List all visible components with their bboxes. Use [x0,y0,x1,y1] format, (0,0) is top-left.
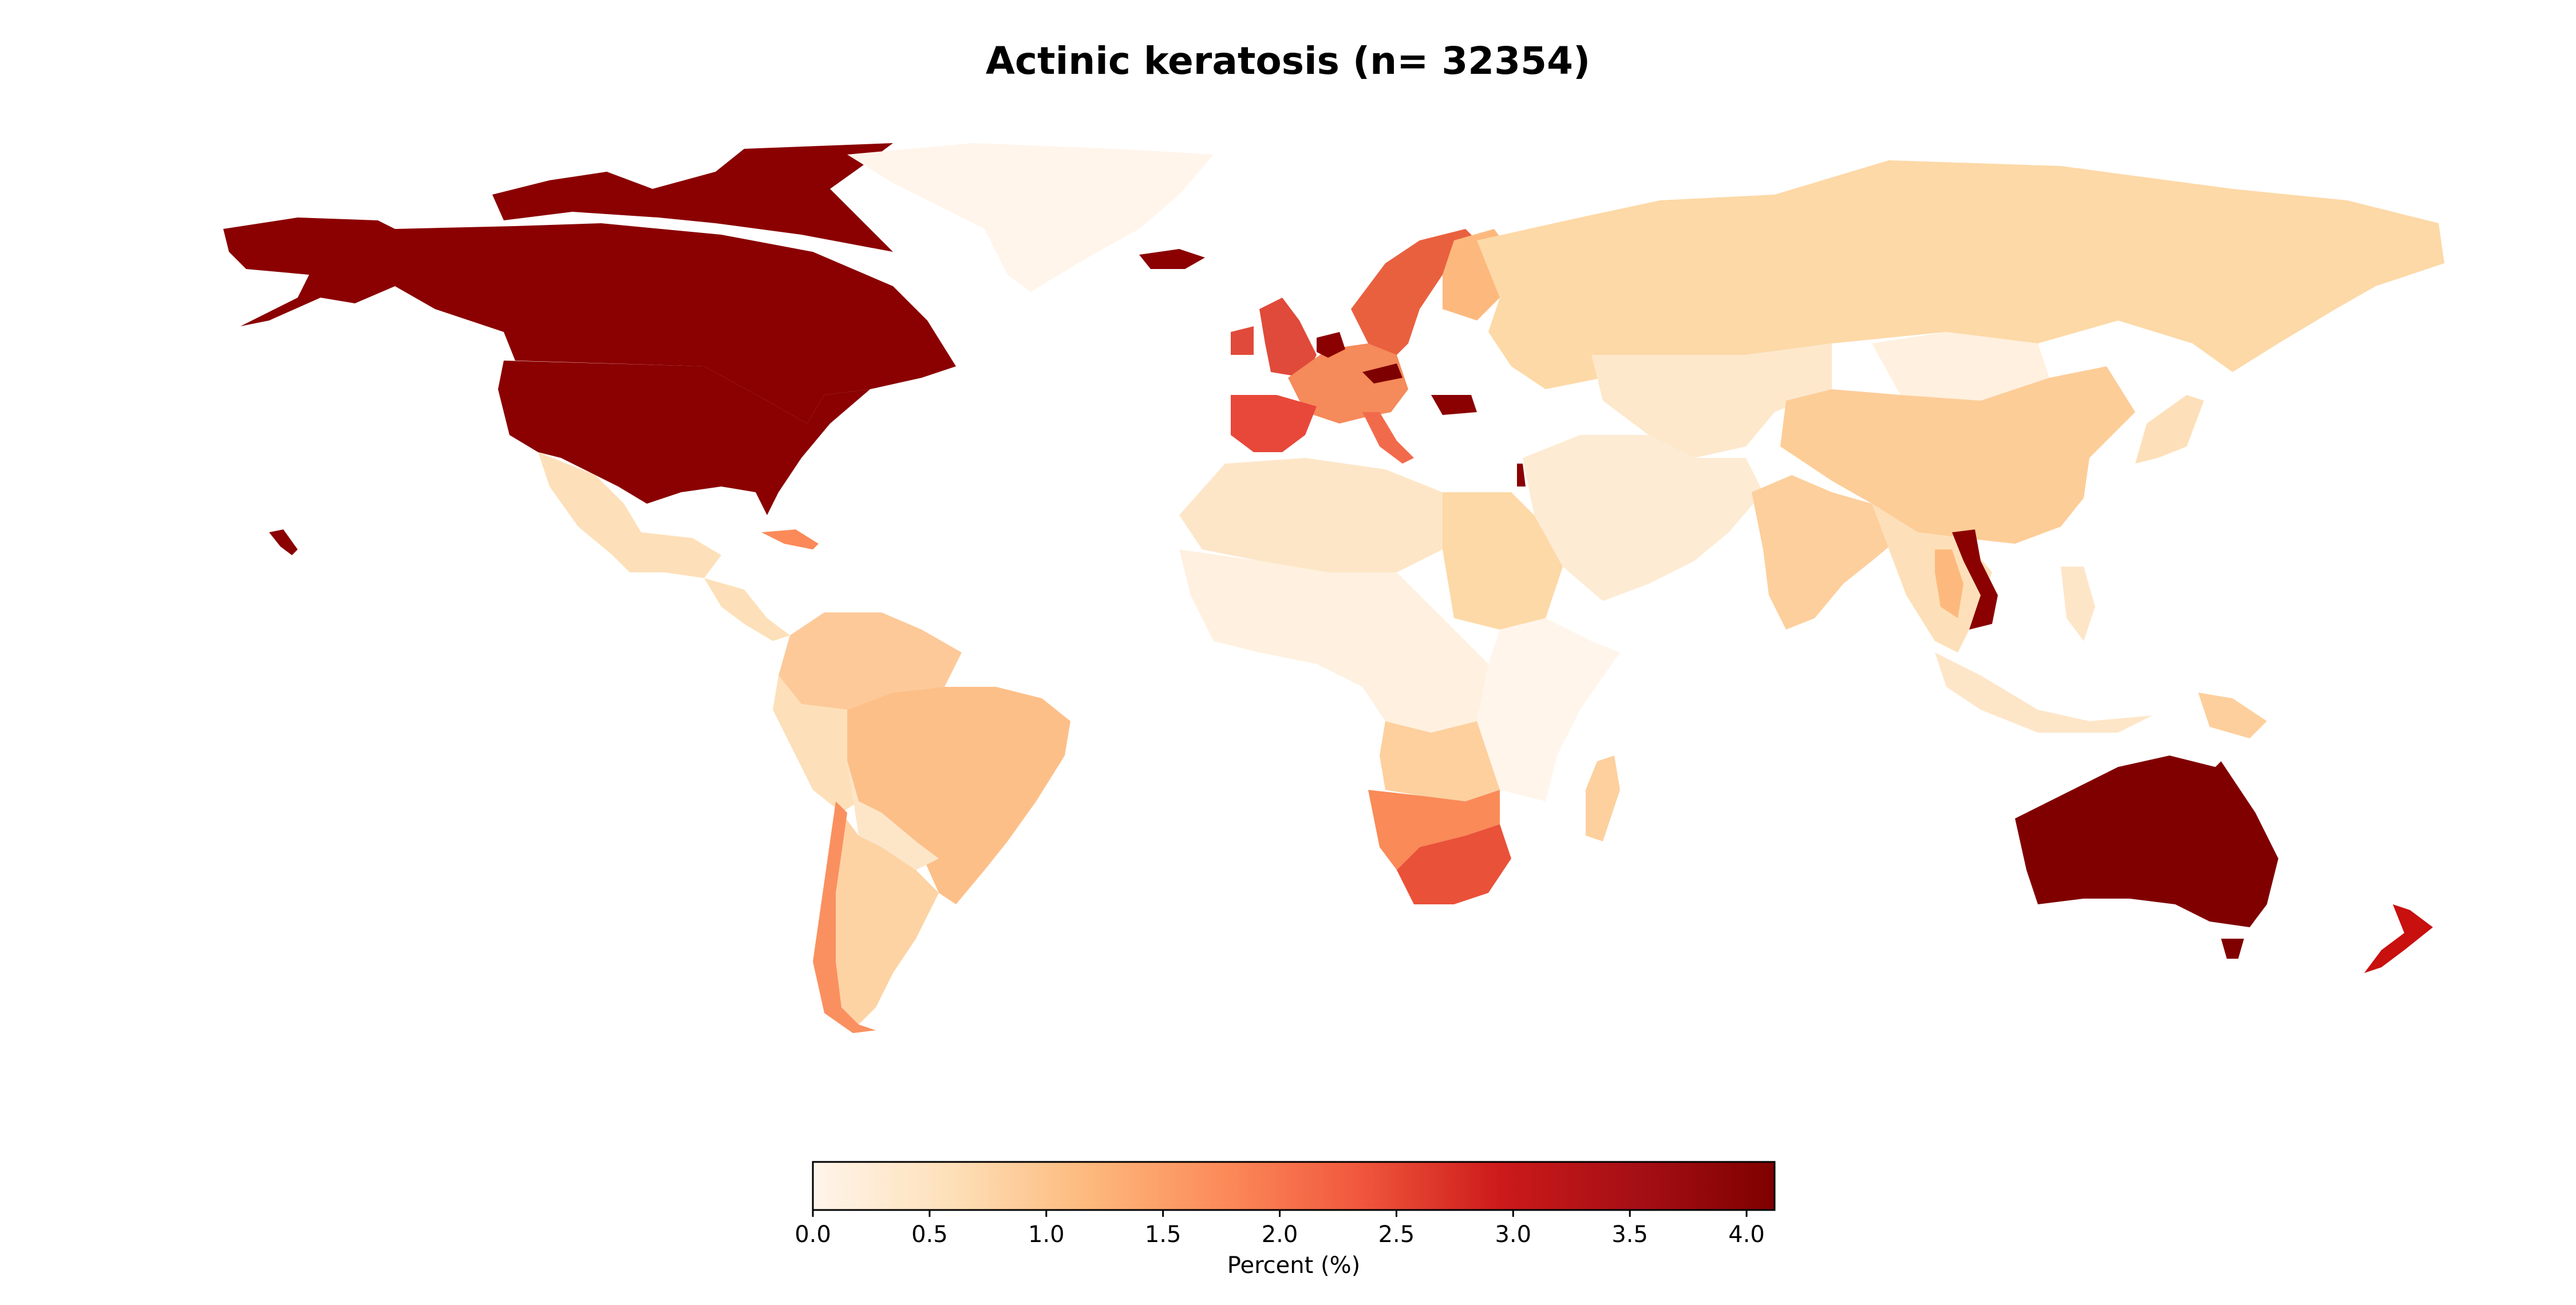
colorbar-tick-label: 2.5 [1378,1221,1415,1248]
region-united-states [498,361,870,515]
region-china [1780,366,2135,544]
colorbar-tick-label: 1.0 [1028,1221,1065,1248]
region-spain-portugal [1231,395,1317,452]
region-peru-ecuador [773,675,859,813]
region-scandinavia [1351,229,1477,366]
country-shapes [223,143,2444,1033]
colorbar-tick-label: 2.0 [1262,1221,1298,1248]
region-mexico [538,452,721,578]
region-argentina [836,813,939,1025]
colorbar-tick-label: 3.0 [1495,1221,1531,1248]
region-hawaii [269,529,298,555]
region-canada [395,223,956,424]
region-israel [1517,464,1526,487]
region-south-africa [1397,824,1511,904]
region-tasmania [2221,939,2244,959]
region-netherlands-belgium [1317,332,1345,358]
colorbar-tick-label: 1.5 [1145,1221,1182,1248]
colorbar-label: Percent (%) [1227,1252,1361,1279]
region-egypt-sudan [1443,492,1563,630]
colorbar: 0.0 0.5 1.0 1.5 2.0 2.5 3.0 3.5 4.0 [795,1161,1776,1248]
region-alaska [223,217,395,326]
region-kazakhstan-central-asia [1591,343,1832,458]
region-central-america [704,578,790,641]
region-middle-east [1523,435,1763,601]
region-cuba [761,529,819,549]
region-east-africa [1477,618,1620,801]
region-brazil [847,687,1070,904]
colorbar-tick-label: 3.5 [1611,1221,1648,1248]
region-mongolia [1872,332,2049,401]
region-iceland [1139,249,1205,269]
colorbar-gradient [812,1161,1776,1211]
region-india [1752,475,1906,630]
region-colombia-venezuela [779,612,962,710]
colorbar-tick-label: 0.0 [795,1221,831,1248]
region-vietnam [1952,529,1998,630]
colorbar-tick-label: 0.5 [911,1221,948,1248]
region-angola-zambia [1380,721,1500,801]
region-bulgaria [1431,395,1477,415]
colorbar-tick-label: 4.0 [1728,1221,1765,1248]
region-arctic-islands [492,143,893,252]
region-greenland [847,143,1214,292]
region-australia [2015,756,2278,927]
region-west-central-africa [1179,549,1488,733]
region-new-zealand [2364,904,2433,973]
colorbar-ticks: 0.0 0.5 1.0 1.5 2.0 2.5 3.0 3.5 4.0 [795,1210,1765,1248]
region-north-africa [1179,458,1443,572]
region-western-europe [1288,343,1408,424]
region-japan [2135,395,2204,464]
region-thailand [1935,549,1963,618]
region-papua-new-guinea [2198,693,2267,738]
region-uk-ireland [1231,298,1317,378]
region-madagascar [1586,756,1620,841]
map-title: Actinic keratosis (n= 32354) [985,39,1591,83]
region-italy [1362,412,1414,464]
region-chile [813,801,876,1033]
region-bolivia-paraguay [847,761,939,870]
region-namibia-botswana [1368,790,1500,870]
region-philippines [2061,567,2095,641]
region-austria [1362,363,1402,383]
region-indonesia [1935,652,2152,733]
region-russia [1477,160,2444,389]
